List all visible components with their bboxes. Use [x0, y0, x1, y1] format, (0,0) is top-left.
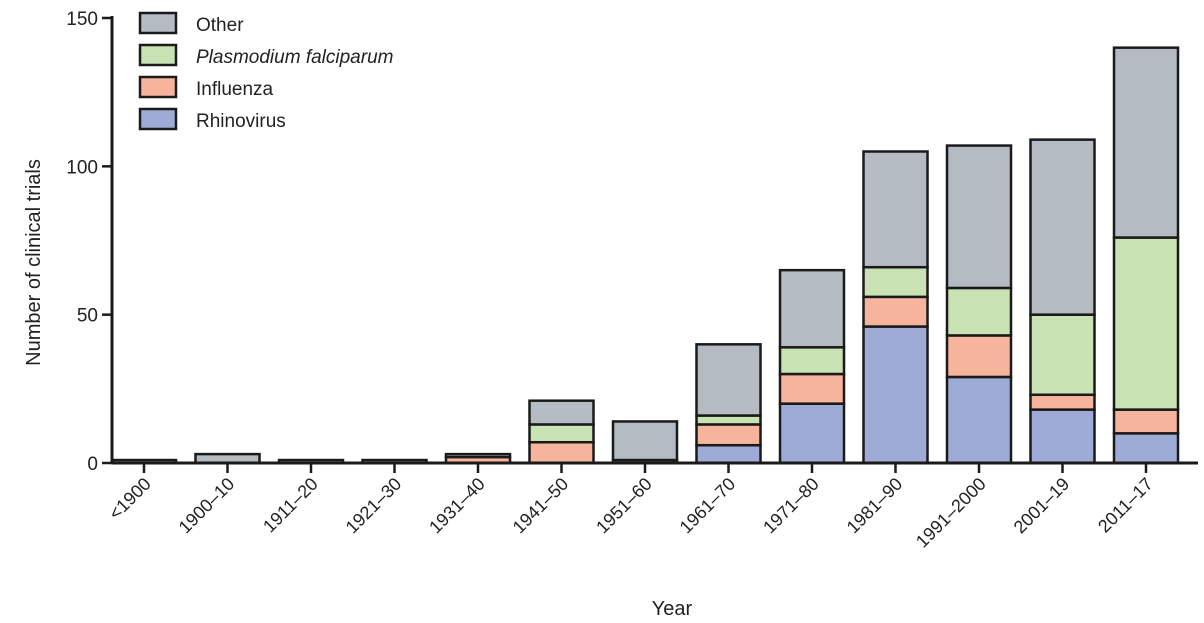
x-tick-label-5: 1941–50: [509, 474, 573, 538]
legend-label-influenza: Influenza: [196, 79, 274, 100]
x-tick-label-4: 1931–40: [425, 474, 489, 538]
x-axis-title: Year: [652, 598, 693, 620]
y-tick-label-100: 100: [66, 157, 98, 178]
x-tick-label-3: 1921–30: [342, 474, 406, 538]
y-axis-title: Number of clinical trials: [23, 159, 45, 366]
bar-plasmodium-falciparum-8: [778, 346, 846, 376]
bar-influenza-9: [862, 295, 929, 328]
bar-influenza-12: [1112, 408, 1180, 435]
bar-influenza-5: [528, 440, 595, 465]
bar-rhinovirus-9: [862, 325, 929, 465]
legend-swatch-plasmodium-falciparum: [138, 43, 178, 67]
bar-other-7: [695, 343, 762, 417]
bar-rhinovirus-12: [1112, 432, 1180, 465]
bar-plasmodium-falciparum-12: [1112, 236, 1180, 411]
legend-swatch-influenza: [138, 75, 178, 99]
x-tick-label-11: 2001–19: [1010, 474, 1074, 538]
legend-label-other: Other: [196, 15, 244, 36]
legend: Other Plasmodium falciparum Influenza Rhino…: [138, 11, 393, 132]
x-tick-label-8: 1971–80: [759, 474, 823, 538]
y-tick-label-50: 50: [77, 306, 98, 327]
x-tick-label-1: 1900–10: [175, 474, 239, 538]
legend-label-rhinovirus: Rhinovirus: [196, 111, 286, 132]
bar-other-5: [528, 399, 595, 426]
bar-other-9: [862, 150, 929, 269]
x-tick-label-9: 1981–90: [843, 474, 907, 538]
x-tick-label-0: <1900: [105, 474, 155, 524]
x-tick-label-12: 2011–17: [1094, 474, 1157, 537]
bar-other-11: [1029, 138, 1096, 316]
bar-other-6: [611, 420, 679, 462]
bar-influenza-7: [695, 423, 762, 447]
bar-influenza-10: [945, 334, 1013, 379]
bar-plasmodium-falciparum-11: [1029, 313, 1096, 397]
bar-rhinovirus-10: [945, 375, 1013, 465]
bar-plasmodium-falciparum-9: [862, 265, 929, 299]
y-tick-label-150: 150: [66, 9, 98, 30]
bar-plasmodium-falciparum-5: [528, 423, 595, 444]
x-tick-label-7: 1961–70: [676, 474, 740, 538]
legend-swatch-rhinovirus: [138, 107, 178, 131]
bar-other-10: [945, 144, 1013, 290]
y-tick-label-0: 0: [87, 454, 98, 475]
bars-layer: [110, 46, 1180, 465]
x-tick-label-2: 1911–20: [259, 474, 322, 537]
bar-other-4: [444, 452, 512, 459]
bar-rhinovirus-11: [1029, 408, 1096, 465]
bar-rhinovirus-8: [778, 402, 846, 465]
x-tick-label-10: 1991–2000: [912, 474, 990, 552]
bar-other-12: [1112, 46, 1180, 239]
legend-label-plasmodium-falciparum: Plasmodium falciparum: [196, 47, 393, 68]
legend-swatch-other: [138, 11, 178, 35]
bar-influenza-8: [778, 372, 846, 405]
x-tick-label-6: 1951–60: [592, 474, 656, 538]
bar-plasmodium-falciparum-10: [945, 286, 1013, 337]
bar-plasmodium-falciparum-7: [695, 414, 762, 426]
bar-rhinovirus-7: [695, 443, 762, 465]
bar-other-8: [778, 268, 846, 349]
bar-influenza-11: [1029, 393, 1096, 411]
